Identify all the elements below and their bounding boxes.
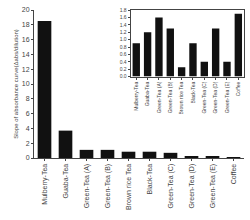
svg-text:1.6: 1.6	[120, 14, 127, 20]
svg-text:0.2: 0.2	[120, 66, 127, 72]
svg-text:0.0: 0.0	[120, 73, 127, 79]
svg-text:10: 10	[22, 80, 30, 87]
svg-text:4: 4	[26, 125, 30, 132]
svg-text:2: 2	[26, 140, 30, 147]
svg-text:Green-Tea (A): Green-Tea (A)	[83, 164, 91, 208]
svg-text:Coffee: Coffee	[230, 164, 237, 185]
svg-text:6: 6	[26, 110, 30, 117]
svg-text:20: 20	[22, 6, 30, 13]
svg-text:Guaba-Tea: Guaba-Tea	[62, 164, 69, 199]
svg-text:Mulberry-Tea: Mulberry-Tea	[133, 81, 139, 110]
svg-text:12: 12	[22, 66, 30, 73]
svg-text:Black-Tea: Black-Tea	[146, 164, 153, 195]
svg-text:16: 16	[22, 36, 30, 43]
svg-text:Guaba-Tea: Guaba-Tea	[144, 81, 150, 106]
svg-text:0.4: 0.4	[120, 59, 127, 65]
svg-text:Slope of absorbance curve(Δabs: Slope of absorbance curve(Δabs/dilution)	[13, 29, 19, 139]
svg-text:Green-Tea (C): Green-Tea (C)	[167, 164, 175, 209]
svg-text:0.6: 0.6	[120, 51, 127, 57]
svg-text:Green-Tea (B): Green-Tea (B)	[167, 81, 173, 113]
svg-text:Mulberry-Tea: Mulberry-Tea	[41, 164, 49, 205]
svg-text:0.8: 0.8	[120, 44, 127, 50]
svg-text:Green-Tea (B): Green-Tea (B)	[104, 164, 112, 208]
svg-text:Green-Tea (D): Green-Tea (D)	[212, 81, 218, 113]
svg-text:Green-Tea (D): Green-Tea (D)	[188, 164, 196, 209]
svg-text:Green-Tea (A): Green-Tea (A)	[156, 81, 162, 113]
svg-text:1.4: 1.4	[120, 22, 127, 28]
svg-text:1.8: 1.8	[120, 7, 127, 13]
svg-text:Green-Tea (E): Green-Tea (E)	[209, 164, 217, 208]
svg-text:Green-Tea (C): Green-Tea (C)	[201, 81, 207, 113]
svg-text:Green-Tea (E): Green-Tea (E)	[224, 81, 230, 113]
svg-text:Black-Tea: Black-Tea	[190, 81, 196, 103]
svg-text:18: 18	[22, 21, 30, 28]
svg-text:0: 0	[26, 154, 30, 161]
svg-text:14: 14	[22, 51, 30, 58]
svg-text:Coffee: Coffee	[235, 81, 241, 96]
svg-text:Brown rice Tea: Brown rice Tea	[178, 81, 184, 114]
svg-text:1.0: 1.0	[120, 36, 127, 42]
svg-text:8: 8	[26, 95, 30, 102]
svg-text:Brown rice Tea: Brown rice Tea	[125, 164, 132, 210]
svg-text:1.2: 1.2	[120, 29, 127, 35]
